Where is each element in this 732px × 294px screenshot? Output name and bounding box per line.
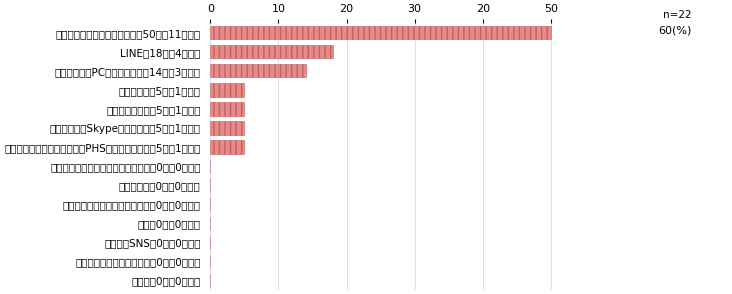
Bar bbox=[210, 45, 333, 59]
Bar bbox=[210, 121, 244, 135]
Bar bbox=[210, 64, 306, 78]
Bar bbox=[210, 102, 244, 116]
Text: 60(%): 60(%) bbox=[658, 26, 691, 36]
Bar bbox=[210, 26, 551, 39]
Bar bbox=[210, 83, 244, 96]
Bar bbox=[210, 140, 244, 154]
Text: n=22: n=22 bbox=[662, 10, 691, 20]
